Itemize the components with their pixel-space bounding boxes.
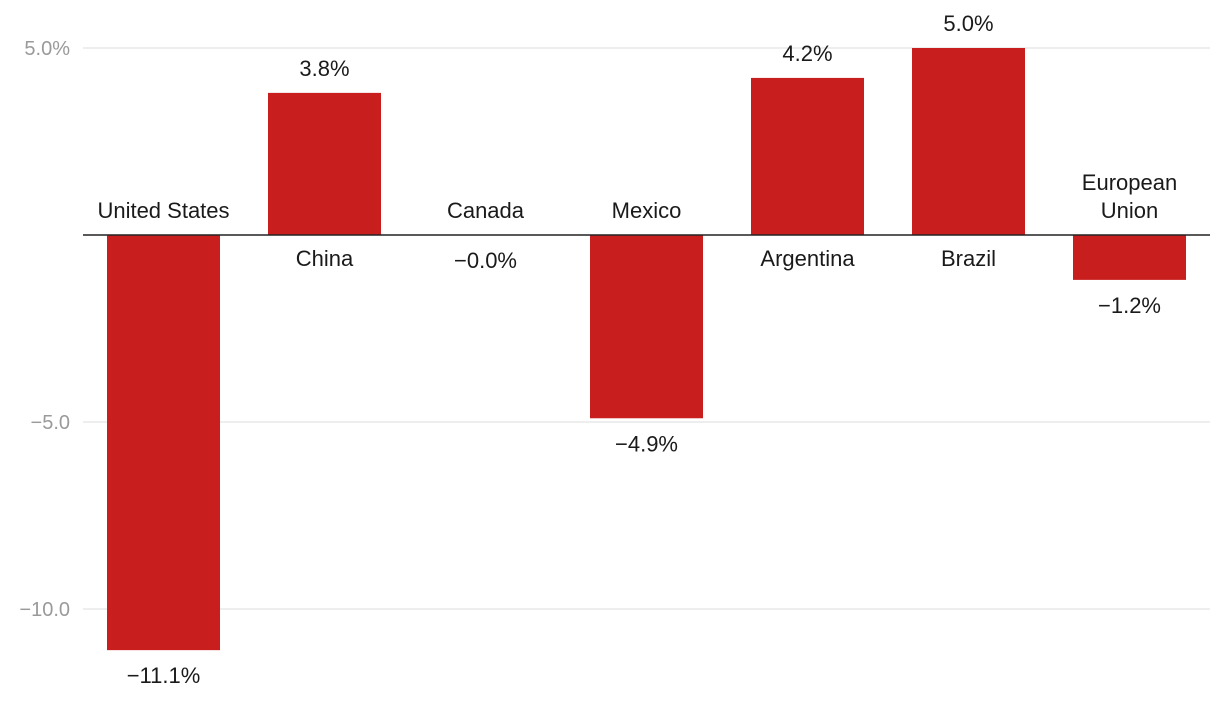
y-tick-label: 5.0% (24, 38, 70, 60)
category-label: China (296, 246, 354, 271)
bars (107, 48, 1186, 651)
category-label-line: Mexico (612, 198, 682, 223)
y-axis-ticks: 5.0% −5.0 −10.0 (19, 38, 70, 621)
value-label: −1.2% (1098, 293, 1161, 318)
category-label: Mexico (612, 198, 682, 223)
labels: United States −11.1% China 3.8% Canada −0.0% M… (97, 11, 1177, 688)
bar-united-states (107, 235, 220, 651)
category-label: United States (97, 198, 229, 223)
bar-brazil (912, 48, 1025, 235)
category-label-line: Union (1101, 198, 1158, 223)
y-tick-label: −10.0 (19, 599, 70, 621)
category-label: Brazil (941, 246, 996, 271)
bar-mexico (590, 235, 703, 419)
bar-european-union (1073, 235, 1186, 280)
value-label: 3.8% (299, 56, 349, 81)
category-label-line: United States (97, 198, 229, 223)
bar-china (268, 92, 381, 235)
category-label: Argentina (760, 246, 855, 271)
category-label-line: European (1082, 170, 1177, 195)
category-label: Canada (447, 198, 525, 223)
value-label: −11.1% (127, 663, 201, 688)
y-tick-label: −5.0 (31, 412, 70, 434)
value-label: −0.0% (454, 248, 517, 273)
category-label: European Union (1082, 170, 1177, 223)
category-label-line: Canada (447, 198, 525, 223)
value-label: 4.2% (782, 41, 832, 66)
value-label: 5.0% (943, 11, 993, 36)
bar-argentina (751, 77, 864, 235)
value-label: −4.9% (615, 431, 678, 456)
